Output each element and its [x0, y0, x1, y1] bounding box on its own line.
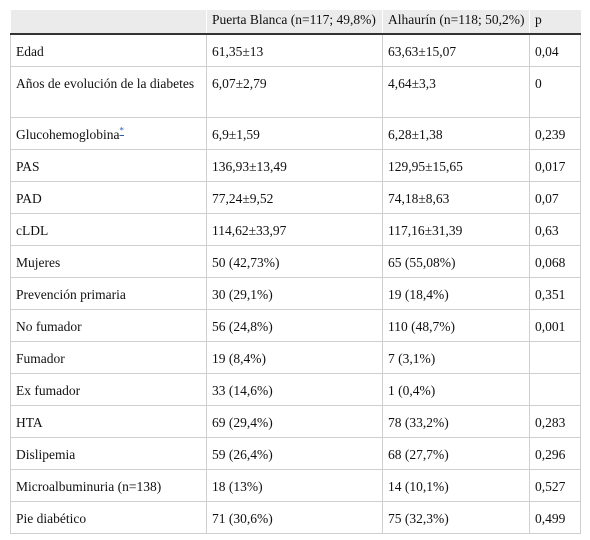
- cell-puerta-blanca: 56 (24,8%): [206, 309, 383, 342]
- row-label: Fumador: [10, 341, 207, 374]
- comparison-table: Puerta Blanca (n=117; 49,8%) Alhaurín (n…: [10, 10, 581, 534]
- cell-alhaurin: 14 (10,1%): [382, 469, 530, 502]
- cell-p-value: 0,068: [529, 245, 581, 278]
- table-row: Pie diabético 71 (30,6%) 75 (32,3%) 0,49…: [10, 501, 581, 534]
- cell-p-value: 0,527: [529, 469, 581, 502]
- cell-p-value: [529, 373, 581, 406]
- cell-p-value: 0,351: [529, 277, 581, 310]
- row-label: Microalbuminuria (n=138): [10, 469, 207, 502]
- cell-puerta-blanca: 50 (42,73%): [206, 245, 383, 278]
- cell-p-value: 0,04: [529, 34, 581, 67]
- table-row: Microalbuminuria (n=138) 18 (13%) 14 (10…: [10, 469, 581, 502]
- table-row: Glucohemoglobina* 6,9±1,59 6,28±1,38 0,2…: [10, 117, 581, 150]
- row-label: Glucohemoglobina: [16, 127, 120, 142]
- row-label: PAS: [10, 149, 207, 182]
- header-variable: [10, 10, 207, 35]
- header-p-value: p: [529, 10, 581, 35]
- table-row: HTA 69 (29,4%) 78 (33,2%) 0,283: [10, 405, 581, 438]
- row-label: Ex fumador: [10, 373, 207, 406]
- row-label-cell: Glucohemoglobina*: [10, 117, 207, 150]
- cell-puerta-blanca: 30 (29,1%): [206, 277, 383, 310]
- table-row: cLDL 114,62±33,97 117,16±31,39 0,63: [10, 213, 581, 246]
- row-label: Mujeres: [10, 245, 207, 278]
- cell-alhaurin: 74,18±8,63: [382, 181, 530, 214]
- footnote-link[interactable]: *: [119, 125, 124, 136]
- header-alhaurin: Alhaurín (n=118; 50,2%): [382, 10, 530, 35]
- cell-p-value: 0,239: [529, 117, 581, 150]
- cell-puerta-blanca: 114,62±33,97: [206, 213, 383, 246]
- table-row: Dislipemia 59 (26,4%) 68 (27,7%) 0,296: [10, 437, 581, 470]
- table-header-row: Puerta Blanca (n=117; 49,8%) Alhaurín (n…: [10, 10, 581, 35]
- cell-p-value: 0,07: [529, 181, 581, 214]
- table-row: PAS 136,93±13,49 129,95±15,65 0,017: [10, 149, 581, 182]
- cell-alhaurin: 63,63±15,07: [382, 34, 530, 67]
- cell-p-value: [529, 341, 581, 374]
- cell-puerta-blanca: 69 (29,4%): [206, 405, 383, 438]
- cell-puerta-blanca: 18 (13%): [206, 469, 383, 502]
- cell-p-value: 0,283: [529, 405, 581, 438]
- cell-p-value: 0: [529, 66, 581, 118]
- cell-puerta-blanca: 19 (8,4%): [206, 341, 383, 374]
- cell-puerta-blanca: 136,93±13,49: [206, 149, 383, 182]
- cell-alhaurin: 19 (18,4%): [382, 277, 530, 310]
- cell-alhaurin: 110 (48,7%): [382, 309, 530, 342]
- table-row: PAD 77,24±9,52 74,18±8,63 0,07: [10, 181, 581, 214]
- table-row: Ex fumador 33 (14,6%) 1 (0,4%): [10, 373, 581, 406]
- cell-alhaurin: 117,16±31,39: [382, 213, 530, 246]
- row-label: No fumador: [10, 309, 207, 342]
- cell-alhaurin: 4,64±3,3: [382, 66, 530, 118]
- cell-puerta-blanca: 71 (30,6%): [206, 501, 383, 534]
- cell-alhaurin: 6,28±1,38: [382, 117, 530, 150]
- cell-p-value: 0,63: [529, 213, 581, 246]
- cell-alhaurin: 78 (33,2%): [382, 405, 530, 438]
- cell-puerta-blanca: 77,24±9,52: [206, 181, 383, 214]
- row-label: Edad: [10, 34, 207, 67]
- table-row: Edad 61,35±13 63,63±15,07 0,04: [10, 34, 581, 67]
- header-puerta-blanca: Puerta Blanca (n=117; 49,8%): [206, 10, 383, 35]
- cell-alhaurin: 129,95±15,65: [382, 149, 530, 182]
- table-row: Prevención primaria 30 (29,1%) 19 (18,4%…: [10, 277, 581, 310]
- table-row: Años de evolución de la diabetes 6,07±2,…: [10, 66, 581, 118]
- row-label: Años de evolución de la diabetes: [10, 66, 207, 118]
- row-label: Prevención primaria: [10, 277, 207, 310]
- comparison-table-container: Puerta Blanca (n=117; 49,8%) Alhaurín (n…: [10, 10, 581, 534]
- cell-puerta-blanca: 59 (26,4%): [206, 437, 383, 470]
- row-label: cLDL: [10, 213, 207, 246]
- cell-puerta-blanca: 33 (14,6%): [206, 373, 383, 406]
- row-label: HTA: [10, 405, 207, 438]
- cell-alhaurin: 65 (55,08%): [382, 245, 530, 278]
- cell-puerta-blanca: 6,9±1,59: [206, 117, 383, 150]
- table-row: No fumador 56 (24,8%) 110 (48,7%) 0,001: [10, 309, 581, 342]
- cell-alhaurin: 7 (3,1%): [382, 341, 530, 374]
- cell-alhaurin: 75 (32,3%): [382, 501, 530, 534]
- cell-puerta-blanca: 6,07±2,79: [206, 66, 383, 118]
- table-row: Fumador 19 (8,4%) 7 (3,1%): [10, 341, 581, 374]
- cell-alhaurin: 1 (0,4%): [382, 373, 530, 406]
- cell-p-value: 0,017: [529, 149, 581, 182]
- cell-puerta-blanca: 61,35±13: [206, 34, 383, 67]
- table-row: Mujeres 50 (42,73%) 65 (55,08%) 0,068: [10, 245, 581, 278]
- cell-p-value: 0,001: [529, 309, 581, 342]
- row-label: Dislipemia: [10, 437, 207, 470]
- row-label: Pie diabético: [10, 501, 207, 534]
- cell-alhaurin: 68 (27,7%): [382, 437, 530, 470]
- cell-p-value: 0,499: [529, 501, 581, 534]
- cell-p-value: 0,296: [529, 437, 581, 470]
- row-label: PAD: [10, 181, 207, 214]
